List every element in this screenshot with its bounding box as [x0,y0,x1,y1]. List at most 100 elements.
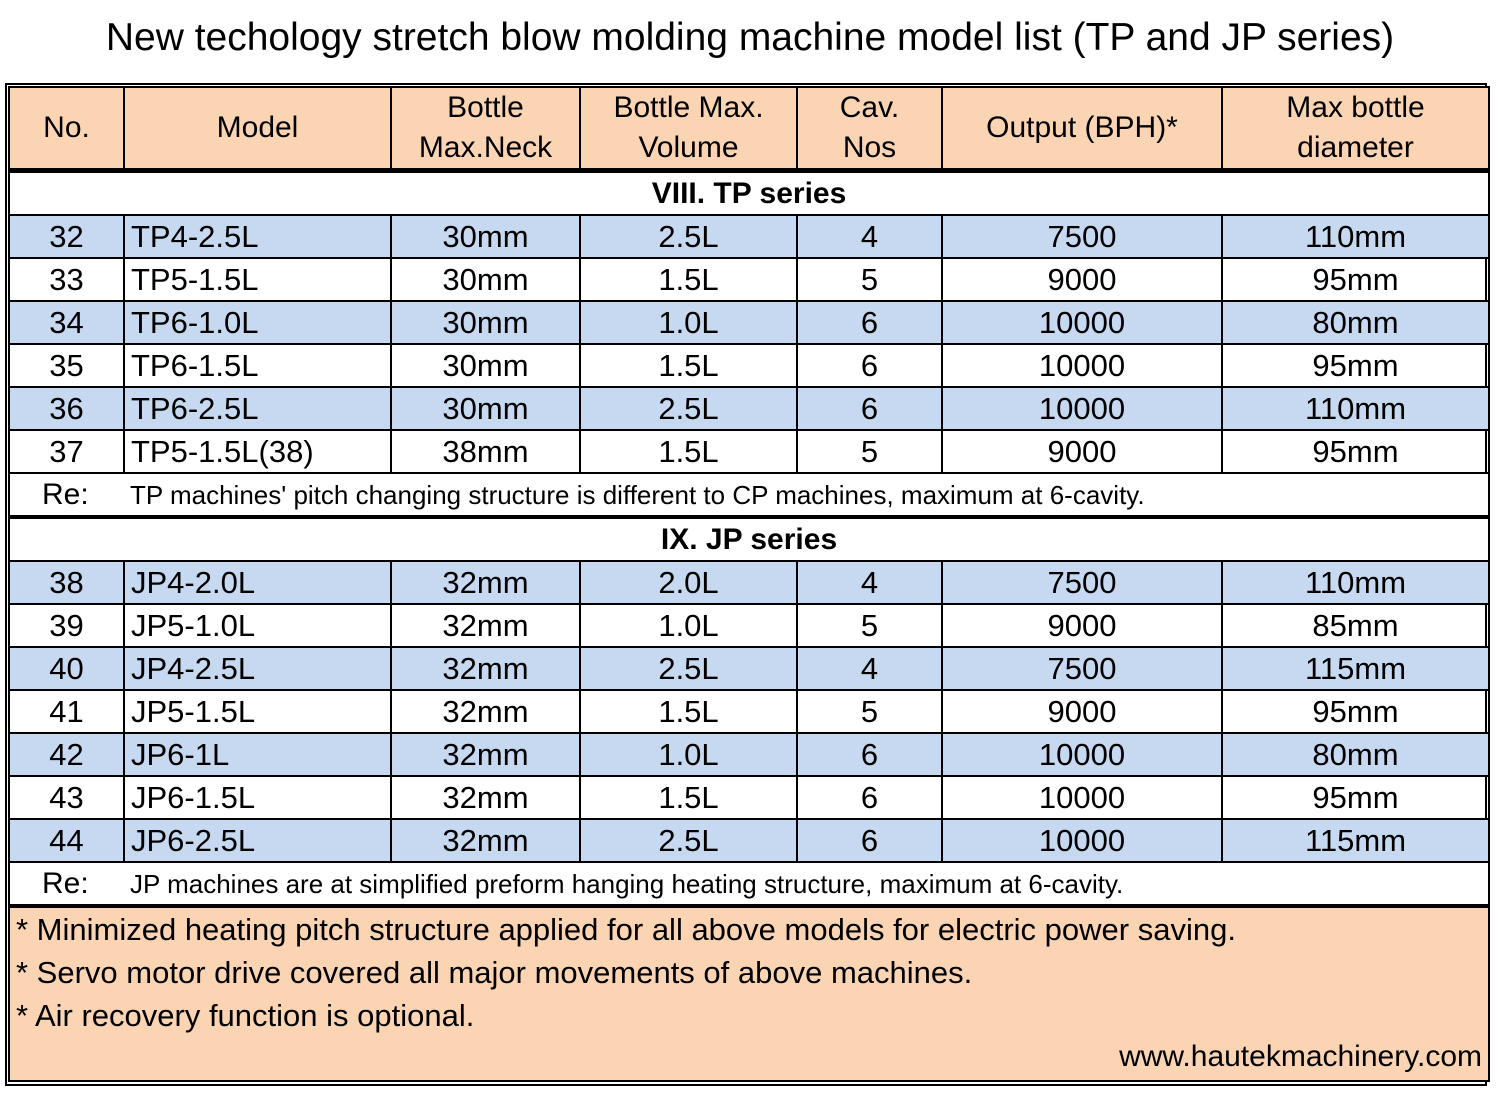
footnotes-row: * Minimized heating pitch structure appl… [8,904,1490,1082]
cavity-cell: 6 [796,300,943,345]
output-cell: 10000 [941,300,1223,345]
column-header-line: Max bottle [1286,91,1425,124]
no-cell: 39 [8,603,125,648]
no-cell: 44 [8,818,125,863]
output-cell: 7500 [941,214,1223,259]
model-cell: JP5-1.0L [123,603,392,648]
cavity-cell: 4 [796,560,943,605]
cavity-cell: 6 [796,343,943,388]
output-cell: 9000 [941,689,1223,734]
table-row: 34 TP6-1.0L 30mm 1.0L 6 10000 80mm [8,300,1490,345]
no-cell: 40 [8,646,125,691]
column-header: Max bottle diameter [1221,86,1490,172]
diameter-cell: 110mm [1221,214,1490,259]
note-text: JP machines are at simplified preform ha… [130,868,1124,899]
cavity-cell: 5 [796,257,943,302]
neck-cell: 30mm [390,343,581,388]
table-row: 42 JP6-1L 32mm 1.0L 6 10000 80mm [8,732,1490,777]
column-header: Cav. Nos [796,86,943,172]
column-header: Bottle Max.Neck [390,86,581,172]
neck-cell: 30mm [390,257,581,302]
cavity-cell: 5 [796,603,943,648]
diameter-cell: 115mm [1221,646,1490,691]
column-header-line: Bottle [447,91,524,124]
diameter-cell: 80mm [1221,732,1490,777]
column-header-line: Volume [638,131,739,164]
neck-cell: 32mm [390,603,581,648]
no-cell: 36 [8,386,125,431]
section-title-row: VIII. TP series [8,168,1490,216]
diameter-cell: 115mm [1221,818,1490,863]
volume-cell: 1.0L [579,300,798,345]
model-cell: JP6-1L [123,732,392,777]
column-header-line: Model [216,111,299,144]
neck-cell: 30mm [390,386,581,431]
volume-cell: 1.5L [579,429,798,474]
column-header-line: Nos [842,131,897,164]
volume-cell: 2.5L [579,214,798,259]
note-row: Re: JP machines are at simplified preform… [8,861,1490,907]
table-row: 37 TP5-1.5L(38) 38mm 1.5L 5 9000 95mm [8,429,1490,474]
model-cell: JP6-1.5L [123,775,392,820]
diameter-cell: 95mm [1221,343,1490,388]
no-cell: 42 [8,732,125,777]
diameter-cell: 95mm [1221,257,1490,302]
table-row: 41 JP5-1.5L 32mm 1.5L 5 9000 95mm [8,689,1490,734]
model-list-table: No. Model Bottle Max.Neck Bottle Max. Volume C… [8,86,1490,1082]
output-cell: 10000 [941,818,1223,863]
note-row: Re: TP machines' pitch changing structure… [8,472,1490,518]
diameter-cell: 95mm [1221,689,1490,734]
volume-cell: 2.5L [579,386,798,431]
output-cell: 9000 [941,257,1223,302]
output-cell: 9000 [941,603,1223,648]
section-title: IX. JP series [8,515,1490,562]
note-label: Re: [42,477,89,511]
neck-cell: 32mm [390,689,581,734]
output-cell: 10000 [941,775,1223,820]
cavity-cell: 4 [796,214,943,259]
table-row: 40 JP4-2.5L 32mm 2.5L 4 7500 115mm [8,646,1490,691]
column-header-line: Output (BPH)* [986,111,1178,144]
no-cell: 38 [8,560,125,605]
neck-cell: 30mm [390,214,581,259]
section-title-row: IX. JP series [8,515,1490,562]
output-cell: 7500 [941,560,1223,605]
column-header-line: Bottle Max. [613,91,764,124]
column-header: Bottle Max. Volume [579,86,798,172]
no-cell: 41 [8,689,125,734]
model-cell: JP6-2.5L [123,818,392,863]
neck-cell: 32mm [390,646,581,691]
column-header-line: Max.Neck [418,131,553,164]
diameter-cell: 85mm [1221,603,1490,648]
model-cell: TP5-1.5L [123,257,392,302]
footnote: * Air recovery function is optional. [16,998,475,1033]
model-cell: TP5-1.5L(38) [123,429,392,474]
table-row: 38 JP4-2.0L 32mm 2.0L 4 7500 110mm [8,560,1490,605]
table-row: 39 JP5-1.0L 32mm 1.0L 5 9000 85mm [8,603,1490,648]
output-cell: 9000 [941,429,1223,474]
note-label: Re: [42,866,89,900]
output-cell: 10000 [941,732,1223,777]
diameter-cell: 95mm [1221,775,1490,820]
volume-cell: 2.5L [579,646,798,691]
no-cell: 34 [8,300,125,345]
note-cell: Re: TP machines' pitch changing structure… [8,472,1490,518]
footnote: * Servo motor drive covered all major mo… [16,955,973,990]
volume-cell: 1.5L [579,343,798,388]
neck-cell: 32mm [390,818,581,863]
column-header-line: Cav. [839,91,900,124]
cavity-cell: 6 [796,732,943,777]
diameter-cell: 80mm [1221,300,1490,345]
cavity-cell: 5 [796,429,943,474]
no-cell: 33 [8,257,125,302]
table-row: 33 TP5-1.5L 30mm 1.5L 5 9000 95mm [8,257,1490,302]
website-url: www.hautekmachinery.com [1119,1040,1482,1073]
section-title: VIII. TP series [8,168,1490,216]
table-row: 32 TP4-2.5L 30mm 2.5L 4 7500 110mm [8,214,1490,259]
diameter-cell: 95mm [1221,429,1490,474]
output-cell: 10000 [941,386,1223,431]
page-title: New techology stretch blow molding machi… [105,16,1395,59]
neck-cell: 38mm [390,429,581,474]
volume-cell: 1.5L [579,775,798,820]
neck-cell: 32mm [390,560,581,605]
